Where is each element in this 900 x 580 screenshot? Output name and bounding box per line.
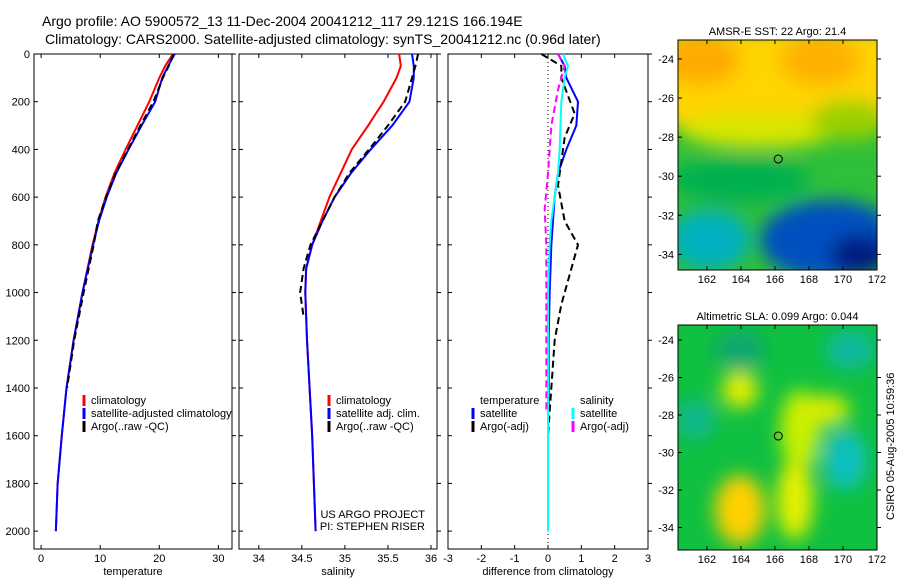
legend-entry: Argo(-adj)	[580, 421, 629, 433]
legend-entry: Argo(..raw -QC)	[336, 421, 414, 433]
project-annotation: PI: STEPHEN RISER	[320, 521, 425, 533]
x-tick-label: 34	[253, 553, 265, 565]
legend-entry: satellite adj. clim.	[336, 408, 420, 420]
legend-entry: salinity	[580, 395, 614, 407]
y-tick-label: -34	[658, 523, 674, 535]
argo-location-marker	[773, 431, 783, 441]
x-tick-label: 164	[732, 554, 750, 566]
y-tick-label: -32	[658, 485, 674, 497]
x-tick-label: 35.5	[377, 553, 398, 565]
y-tick-label: -34	[658, 249, 674, 261]
sla-title: Altimetric SLA: 0.099 Argo: 0.044	[696, 311, 858, 323]
sst-axes-frame	[677, 39, 878, 271]
y-tick-label: -32	[658, 210, 674, 222]
x-tick-label: 1	[578, 553, 584, 565]
temp-panel: 0 10 20 30 0 200 400 600 800 1000 1200 1400 1600 1800…	[6, 49, 236, 578]
project-annotation: US ARGO PROJECT	[320, 509, 425, 521]
legend-entry: Argo(-adj)	[480, 421, 529, 433]
x-tick-label: 10	[94, 553, 106, 565]
legend-entry: satellite	[480, 408, 517, 420]
y-tick-label: -28	[658, 132, 674, 144]
x-tick-label: 170	[834, 554, 852, 566]
y-tick-label: 0	[24, 49, 30, 61]
sst-panel: AMSR-E SST: 22 Argo: 21.4 162 164 166 168 170…	[658, 26, 886, 286]
series-temperature-satellite	[547, 53, 580, 412]
credit-text: CSIRO 05-Aug-2005 10:59:36	[885, 373, 897, 520]
y-tick-label: 1400	[6, 383, 30, 395]
sla-map-image	[678, 325, 877, 550]
y-tick-label: -26	[658, 373, 674, 385]
y-tick-label: 1600	[6, 431, 30, 443]
x-tick-label: 162	[698, 554, 716, 566]
sst-map-image	[678, 40, 877, 270]
series-climatology	[54, 53, 174, 532]
sla-axes-frame	[677, 324, 878, 551]
y-tick-label: 1800	[6, 478, 30, 490]
y-tick-label: 1200	[6, 335, 30, 347]
y-tick-label: -24	[658, 54, 674, 66]
x-tick-label: 162	[698, 274, 716, 286]
x-tick-label: 3	[645, 553, 651, 565]
x-tick-label: 36	[425, 553, 437, 565]
x-tick-label: 0	[545, 553, 551, 565]
sla-panel: Altimetric SLA: 0.099 Argo: 0.044 162 164 1…	[658, 311, 886, 566]
x-tick-label: 0	[38, 553, 44, 565]
temp-xlabel: temperature	[103, 566, 162, 578]
x-tick-label: 30	[212, 553, 224, 565]
figure-title-line2: Climatology: CARS2000. Satellite-adjuste…	[45, 31, 601, 47]
legend-entry: satellite	[580, 408, 617, 420]
x-tick-label: 20	[153, 553, 165, 565]
series-climatology	[304, 53, 402, 532]
x-tick-label: 166	[766, 554, 784, 566]
x-tick-label: -1	[510, 553, 520, 565]
x-tick-label: 166	[766, 274, 784, 286]
y-tick-label: -26	[658, 93, 674, 105]
legend-entry: Argo(..raw -QC)	[91, 421, 169, 433]
x-tick-label: 170	[834, 274, 852, 286]
x-tick-label: 164	[732, 274, 750, 286]
x-tick-label: 168	[800, 554, 818, 566]
y-tick-label: -24	[658, 335, 674, 347]
argo-location-marker	[773, 154, 783, 164]
series-argo-raw-qc-	[299, 53, 420, 317]
sal-panel: 34 34.5 35 35.5 36 salinity climatologysatelli…	[238, 53, 441, 578]
legend-entry: satellite-adjusted climatology	[91, 408, 232, 420]
y-tick-label: 1000	[6, 288, 30, 300]
y-tick-label: 200	[12, 97, 30, 109]
legend-entry: climatology	[91, 395, 147, 407]
sal-axes-frame	[238, 53, 438, 550]
x-tick-label: 2	[612, 553, 618, 565]
x-tick-label: 168	[800, 274, 818, 286]
series-salinity-satellite	[547, 53, 570, 532]
x-tick-label: 34.5	[291, 553, 312, 565]
sst-title: AMSR-E SST: 22 Argo: 21.4	[709, 26, 847, 38]
x-tick-label: -2	[476, 553, 486, 565]
series-satellite-adj-clim-	[304, 53, 415, 532]
x-tick-label: 172	[868, 274, 886, 286]
x-tick-label: 35	[339, 553, 351, 565]
y-tick-label: 600	[12, 192, 30, 204]
series-salinity-argo-adj-	[543, 53, 566, 412]
legend-entry: temperature	[480, 395, 539, 407]
legend-entry: climatology	[336, 395, 392, 407]
diff-xlabel: difference from climatology	[482, 566, 614, 578]
sal-xlabel: salinity	[321, 566, 355, 578]
series-argo-raw-qc-	[66, 53, 175, 389]
y-tick-label: -30	[658, 448, 674, 460]
figure-title-line1: Argo profile: AO 5900572_13 11-Dec-2004 …	[42, 13, 523, 29]
x-tick-label: -3	[443, 553, 453, 565]
y-tick-label: 400	[12, 144, 30, 156]
diff-panel: -3 -2 -1 0 1 2 3 difference from climatology tem…	[443, 53, 652, 578]
y-tick-label: 2000	[6, 526, 30, 538]
y-tick-label: -28	[658, 410, 674, 422]
x-tick-label: 172	[868, 554, 886, 566]
y-tick-label: 800	[12, 240, 30, 252]
temp-axes-frame	[33, 53, 233, 550]
series-satellite-adjusted-climatology	[54, 53, 176, 532]
y-tick-label: -30	[658, 171, 674, 183]
